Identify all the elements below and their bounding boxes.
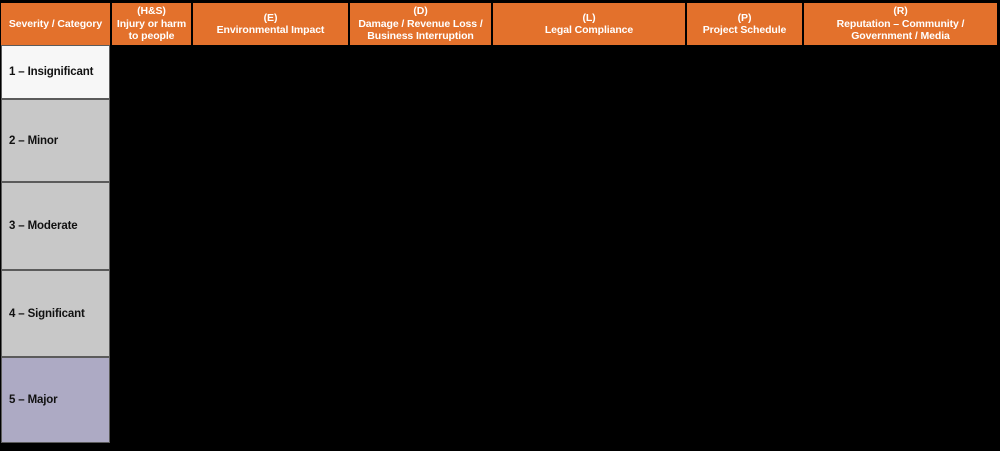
severity-row-label-3: 3 – Moderate [9,220,78,232]
severity-row-label-2: 2 – Minor [9,134,59,147]
severity-row-1[interactable]: 1 – Insignificant [1,45,110,99]
matrix-header-cell-r[interactable]: (R) Reputation – Community / Government … [804,3,997,45]
matrix-header-cell-l[interactable]: (L) Legal Compliance [493,3,685,45]
severity-row-4[interactable]: 4 – Significant [1,270,110,357]
matrix-header-cell-hs[interactable]: (H&S) Injury or harm to people [112,3,191,45]
severity-row-label-1: 1 – Insignificant [9,66,94,78]
matrix-body-blank-area [111,45,1000,451]
matrix-header-cell-p[interactable]: (P) Project Schedule [687,3,802,45]
severity-row-5[interactable]: 5 – Major [1,357,110,443]
matrix-header-cell-d[interactable]: (D) Damage / Revenue Loss / Business Int… [350,3,491,45]
matrix-header-cell-e[interactable]: (E) Environmental Impact [193,3,348,45]
matrix-header-row: Severity / Category (H&S) Injury or harm … [0,3,1000,45]
severity-row-2[interactable]: 2 – Minor [1,99,110,182]
matrix-header-label-severity: Severity / Category [8,17,103,30]
matrix-header-label-l: (L) Legal Compliance [544,11,634,36]
matrix-header-cell-severity[interactable]: Severity / Category [1,3,110,45]
matrix-header-label-e: (E) Environmental Impact [216,11,325,36]
matrix-header-label-p: (P) Project Schedule [702,11,787,36]
matrix-header-label-r: (R) Reputation – Community / Government … [836,5,965,43]
severity-row-label-4: 4 – Significant [9,307,85,320]
severity-row-label-5: 5 – Major [9,394,58,406]
severity-row-3[interactable]: 3 – Moderate [1,182,110,270]
matrix-header-label-d: (D) Damage / Revenue Loss / Business Int… [358,5,483,43]
matrix-header-label-hs: (H&S) Injury or harm to people [116,5,187,43]
